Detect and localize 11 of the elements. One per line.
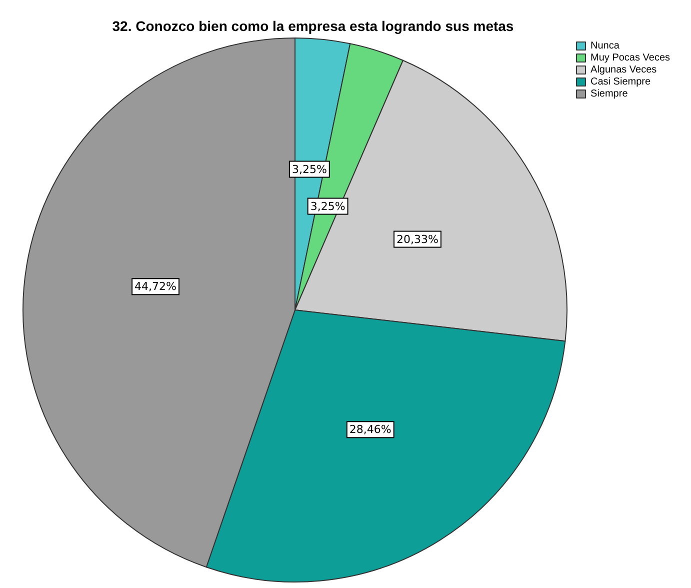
legend-label: Algunas Veces (590, 64, 657, 76)
data-label: 28,46% (349, 423, 392, 436)
data-label: 44,72% (134, 280, 176, 294)
legend-label: Muy Pocas Veces (590, 52, 670, 64)
legend-label: Nunca (590, 40, 620, 52)
legend-label: Siempre (590, 88, 628, 100)
legend-label: Casi Siempre (590, 76, 651, 88)
data-label: 3,25% (310, 200, 346, 213)
data-label: 3,25% (292, 162, 327, 176)
data-label: 20,33% (396, 232, 438, 246)
chart-title: 32. Conozco bien como la empresa esta logrando sus metas (112, 18, 514, 34)
